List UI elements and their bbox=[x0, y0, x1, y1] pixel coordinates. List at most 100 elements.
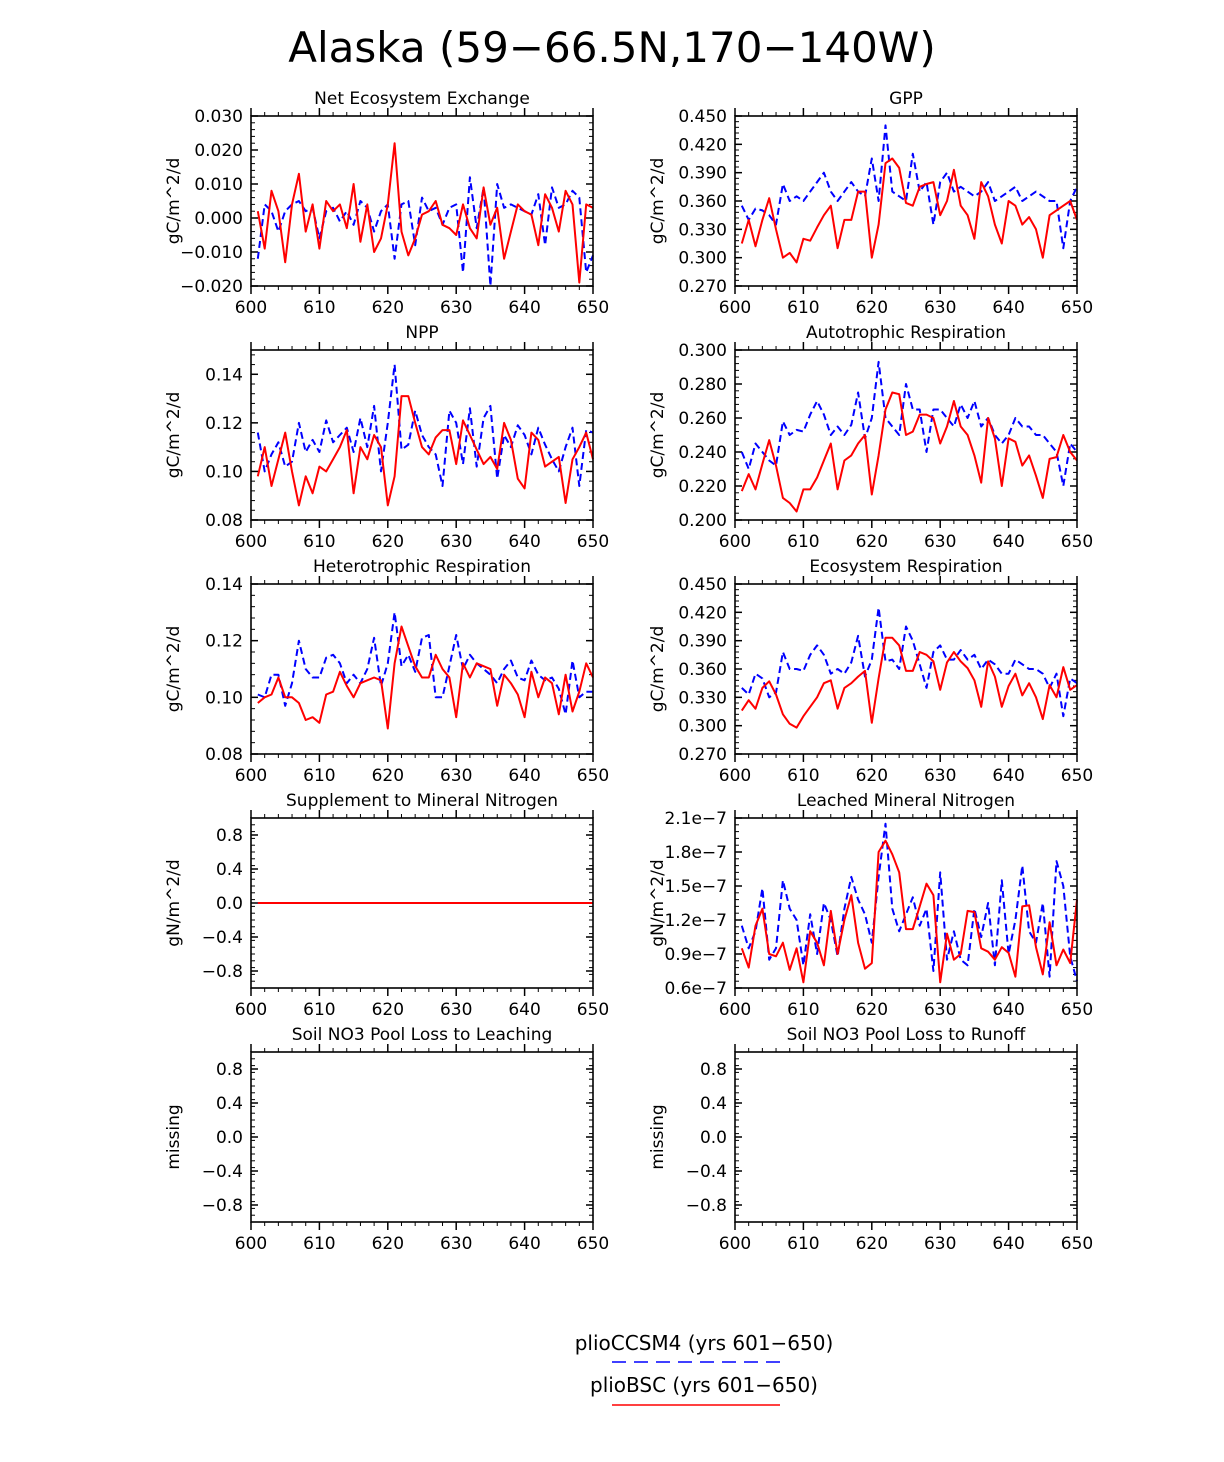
x-tick-label: 640 bbox=[508, 1000, 540, 1020]
legend-label-plioBSC: plioBSC (yrs 601−650) bbox=[590, 1373, 818, 1397]
x-tick-label: 600 bbox=[235, 1000, 267, 1020]
x-tick-label: 600 bbox=[235, 766, 267, 786]
x-tick-label: 620 bbox=[856, 532, 888, 552]
y-tick-label: 0.6e−7 bbox=[664, 979, 727, 999]
legend: plioCCSM4 (yrs 601−650) plioBSC (yrs 601… bbox=[575, 1331, 834, 1406]
x-tick-label: 600 bbox=[719, 1000, 751, 1020]
panel-gpp: GPP gC/m^2/d 0.270 0.300 0.330 0.360 0.390 0.42… bbox=[648, 89, 1093, 318]
y-tick-label: −0.020 bbox=[180, 277, 243, 297]
panel-title: Leached Mineral Nitrogen bbox=[797, 791, 1015, 811]
x-tick-label: 620 bbox=[856, 766, 888, 786]
x-tick-label: 630 bbox=[924, 766, 956, 786]
legend-label-plioCCSM4: plioCCSM4 (yrs 601−650) bbox=[575, 1331, 834, 1355]
x-tick-label: 650 bbox=[577, 1000, 609, 1020]
panel-title: Net Ecosystem Exchange bbox=[314, 89, 530, 109]
plot-frame bbox=[250, 1051, 594, 1223]
y-tick-label: 0.300 bbox=[678, 249, 727, 269]
x-tick-label: 610 bbox=[303, 298, 335, 318]
y-tick-label: 0.390 bbox=[678, 632, 727, 652]
plot-frame bbox=[250, 583, 594, 755]
panel-net-ecosystem-exchange: Net Ecosystem Exchange gC/m^2/d −0.020 −0.0… bbox=[164, 89, 609, 318]
x-tick-label: 600 bbox=[719, 298, 751, 318]
panels: Net Ecosystem Exchange gC/m^2/d −0.020 −0.0… bbox=[164, 89, 1093, 1254]
panel-title: NPP bbox=[405, 323, 438, 343]
panel-autotrophic-respiration: Autotrophic Respiration gC/m^2/d 0.200 0.22… bbox=[648, 323, 1093, 552]
y-tick-label: 0.10 bbox=[205, 462, 243, 482]
x-tick-label: 640 bbox=[508, 298, 540, 318]
x-tick-label: 610 bbox=[303, 1000, 335, 1020]
y-tick-label: 0.0 bbox=[700, 1128, 727, 1148]
y-tick-label: 0.08 bbox=[205, 745, 243, 765]
y-tick-label: −0.4 bbox=[202, 1162, 243, 1182]
y-axis-label: gC/m^2/d bbox=[164, 158, 184, 245]
y-tick-label: 0.4 bbox=[216, 1094, 243, 1114]
y-tick-label: 2.1e−7 bbox=[664, 809, 727, 829]
y-tick-label: 1.2e−7 bbox=[664, 911, 727, 931]
y-axis-label: gC/m^2/d bbox=[648, 626, 668, 713]
x-tick-label: 650 bbox=[577, 766, 609, 786]
y-tick-label: 0.4 bbox=[700, 1094, 727, 1114]
series-line-plioBSC bbox=[740, 636, 1078, 729]
y-tick-label: 1.8e−7 bbox=[664, 843, 727, 863]
y-axis-label: gC/m^2/d bbox=[648, 392, 668, 479]
panel-leached-mineral-nitrogen: Leached Mineral Nitrogen gN/m^2/d 0.6e−7 0.… bbox=[648, 791, 1093, 1020]
series-line-plioCCSM4 bbox=[256, 363, 594, 487]
y-tick-label: 0.8 bbox=[216, 1060, 243, 1080]
y-tick-label: −0.8 bbox=[202, 962, 243, 982]
x-tick-label: 610 bbox=[787, 766, 819, 786]
y-tick-label: 0.000 bbox=[194, 209, 243, 229]
panel-ecosystem-respiration: Ecosystem Respiration gC/m^2/d 0.270 0.300 0… bbox=[648, 557, 1093, 786]
plot-frame bbox=[734, 1051, 1078, 1223]
y-tick-label: 0.020 bbox=[194, 141, 243, 161]
y-tick-label: −0.010 bbox=[180, 243, 243, 263]
plot-frame bbox=[734, 349, 1078, 521]
y-tick-label: 0.12 bbox=[205, 414, 243, 434]
y-axis-label: missing bbox=[164, 1104, 184, 1169]
x-tick-label: 640 bbox=[992, 298, 1024, 318]
panel-title: Ecosystem Respiration bbox=[809, 557, 1002, 577]
y-tick-label: 1.5e−7 bbox=[664, 877, 727, 897]
y-tick-label: 0.270 bbox=[678, 745, 727, 765]
panel-soil-no3-pool-loss-to-runoff: Soil NO3 Pool Loss to Runoff missing −0.8 −… bbox=[648, 1025, 1093, 1254]
x-tick-label: 620 bbox=[372, 1000, 404, 1020]
x-tick-label: 650 bbox=[1061, 532, 1093, 552]
plot-frame bbox=[734, 817, 1078, 989]
series-line-plioCCSM4 bbox=[740, 822, 1078, 982]
x-tick-label: 600 bbox=[719, 1234, 751, 1254]
y-tick-label: 0.08 bbox=[205, 511, 243, 531]
y-tick-label: 0.200 bbox=[678, 511, 727, 531]
y-tick-label: 0.010 bbox=[194, 175, 243, 195]
x-tick-label: 640 bbox=[992, 766, 1024, 786]
y-tick-label: 0.420 bbox=[678, 603, 727, 623]
x-tick-label: 650 bbox=[577, 1234, 609, 1254]
x-tick-label: 620 bbox=[372, 298, 404, 318]
y-tick-label: 0.330 bbox=[678, 220, 727, 240]
y-axis-label: gC/m^2/d bbox=[164, 626, 184, 713]
y-tick-label: 0.14 bbox=[205, 575, 243, 595]
y-tick-label: 0.220 bbox=[678, 477, 727, 497]
y-tick-label: 0.300 bbox=[678, 341, 727, 361]
series-line-plioBSC bbox=[256, 395, 594, 507]
x-tick-label: 600 bbox=[235, 532, 267, 552]
plot-frame bbox=[250, 115, 594, 287]
panel-title: Autotrophic Respiration bbox=[806, 323, 1006, 343]
x-tick-label: 630 bbox=[440, 1000, 472, 1020]
y-tick-label: 0.450 bbox=[678, 107, 727, 127]
series-line-plioBSC bbox=[257, 625, 594, 730]
x-tick-label: 610 bbox=[303, 1234, 335, 1254]
y-axis-label: missing bbox=[648, 1104, 668, 1169]
y-tick-label: 0.360 bbox=[678, 192, 727, 212]
x-tick-label: 630 bbox=[440, 532, 472, 552]
y-tick-label: −0.4 bbox=[202, 928, 243, 948]
y-axis-label: gN/m^2/d bbox=[648, 859, 668, 946]
figure-title: Alaska (59−66.5N,170−140W) bbox=[288, 23, 935, 72]
x-tick-label: 650 bbox=[1061, 1000, 1093, 1020]
x-tick-label: 640 bbox=[992, 1000, 1024, 1020]
x-tick-label: 620 bbox=[372, 1234, 404, 1254]
x-tick-label: 630 bbox=[440, 766, 472, 786]
y-tick-label: 0.9e−7 bbox=[664, 945, 727, 965]
x-tick-label: 620 bbox=[372, 766, 404, 786]
x-tick-label: 650 bbox=[1061, 1234, 1093, 1254]
plot-frame bbox=[250, 817, 594, 989]
